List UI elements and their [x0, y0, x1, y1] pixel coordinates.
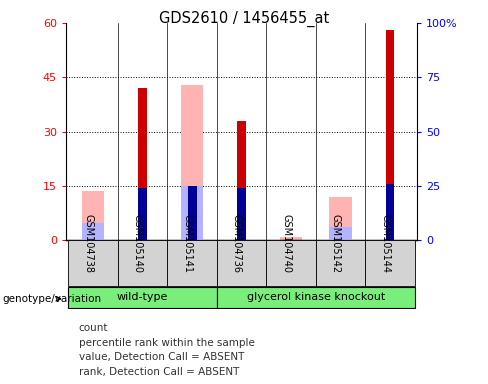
Bar	[266, 240, 316, 286]
Text: GSM105142: GSM105142	[330, 214, 341, 273]
Text: GSM104738: GSM104738	[83, 214, 93, 273]
Bar	[82, 223, 104, 240]
Bar	[280, 237, 302, 240]
Text: GSM105141: GSM105141	[182, 214, 192, 273]
Bar	[237, 188, 246, 240]
Bar	[181, 186, 203, 240]
Bar	[138, 88, 147, 240]
Bar	[138, 188, 147, 240]
Bar	[217, 240, 266, 286]
Text: value, Detection Call = ABSENT: value, Detection Call = ABSENT	[79, 352, 244, 362]
Bar	[68, 240, 118, 286]
Text: GDS2610 / 1456455_at: GDS2610 / 1456455_at	[159, 11, 329, 27]
Bar	[329, 197, 352, 240]
Text: count: count	[79, 323, 108, 333]
Text: GSM105140: GSM105140	[133, 214, 142, 273]
Bar	[386, 184, 394, 240]
Bar	[118, 240, 167, 286]
Text: GSM104740: GSM104740	[281, 214, 291, 273]
Bar	[68, 287, 217, 308]
Bar	[167, 240, 217, 286]
Bar	[316, 240, 366, 286]
Text: genotype/variation: genotype/variation	[2, 294, 102, 304]
Text: GSM104736: GSM104736	[232, 214, 242, 273]
Bar	[329, 227, 352, 240]
Bar	[237, 121, 246, 240]
Text: GSM105144: GSM105144	[380, 214, 390, 273]
Bar	[187, 186, 197, 240]
Text: wild-type: wild-type	[117, 292, 168, 302]
Bar	[82, 191, 104, 240]
Bar	[181, 84, 203, 240]
Text: rank, Detection Call = ABSENT: rank, Detection Call = ABSENT	[79, 367, 239, 377]
Text: percentile rank within the sample: percentile rank within the sample	[79, 338, 254, 348]
Bar	[386, 30, 394, 240]
Text: glycerol kinase knockout: glycerol kinase knockout	[246, 292, 385, 302]
Bar	[217, 287, 415, 308]
Bar	[366, 240, 415, 286]
